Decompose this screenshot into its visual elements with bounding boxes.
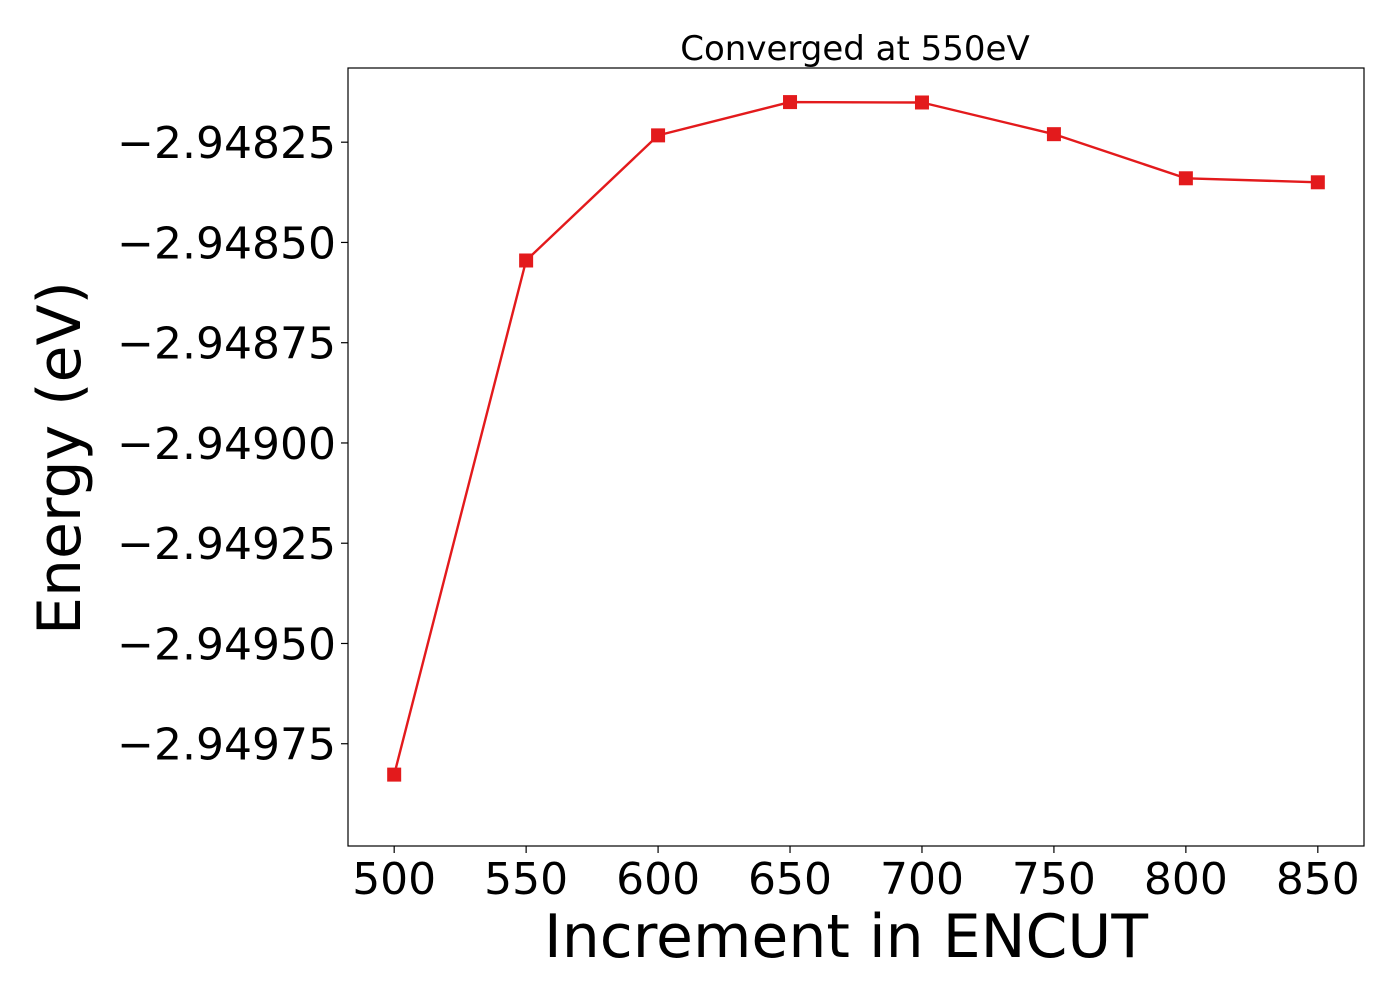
x-tick-label: 650 (748, 854, 832, 905)
data-point-marker (1310, 175, 1325, 190)
chart-title: Converged at 550eV (680, 29, 1029, 69)
data-point-marker (387, 767, 402, 782)
data-point-marker (783, 95, 798, 110)
series-line (393, 100, 1318, 775)
x-tick-label: 600 (616, 854, 700, 905)
x-tick-label: 800 (1144, 854, 1228, 905)
y-tick-label: −2.94975 (117, 720, 336, 771)
x-axis-title: Increment in ENCUT (544, 902, 1148, 972)
y-tick-label: −2.94825 (117, 118, 336, 169)
series-layer (387, 95, 1325, 782)
x-tick-label: 850 (1276, 854, 1360, 905)
x-tick-label: 750 (1012, 854, 1096, 905)
y-tick-label: −2.94925 (117, 519, 336, 570)
x-tick-label: 550 (484, 854, 568, 905)
data-point-marker (651, 128, 666, 143)
y-tick-label: −2.94875 (117, 319, 336, 370)
x-axis-ticks: 500 550 600 650 700 750 800 850 (352, 846, 1360, 905)
y-tick-label: −2.94950 (117, 619, 336, 670)
y-tick-label: −2.94850 (117, 218, 336, 269)
data-point-marker (1178, 171, 1193, 186)
x-tick-label: 700 (880, 854, 964, 905)
y-tick-label: −2.94900 (117, 419, 336, 470)
data-point-marker (1046, 127, 1061, 142)
y-axis-ticks: −2.94825 −2.94850 −2.94875 −2.94900 −2.94925… (117, 118, 348, 771)
data-point-marker (914, 95, 929, 110)
x-tick-label: 500 (352, 854, 436, 905)
plot-frame (347, 67, 1365, 847)
y-axis-title: Energy (eV) (25, 281, 95, 635)
data-point-marker (519, 253, 534, 268)
